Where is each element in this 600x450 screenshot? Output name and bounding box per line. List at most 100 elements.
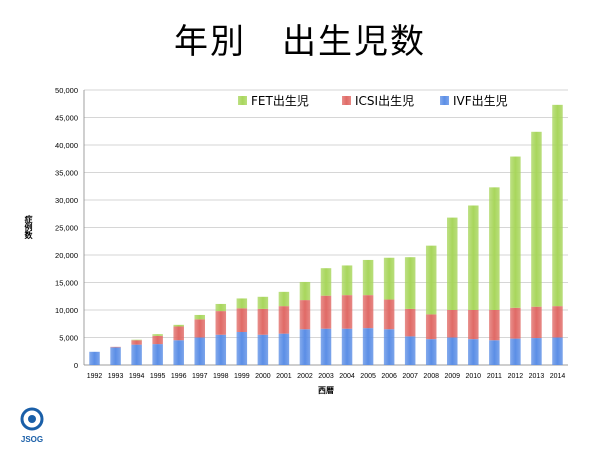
bar-segment-IVF出生児-2008 (425, 339, 437, 365)
x-tick-label: 2000 (255, 373, 271, 380)
y-axis-label: 症例数 (24, 215, 33, 239)
bar-segment-IVF出生児-2013 (531, 338, 542, 365)
x-tick-label: 2001 (276, 373, 292, 380)
bar-segment-IVF出生児-2007 (404, 336, 416, 365)
bar-segment-ICSI出生児-2011 (489, 310, 500, 341)
bar-segment-FET出生児-1998 (215, 303, 227, 312)
bar-segment-IVF出生児-2004 (341, 328, 353, 365)
bar-segment-IVF出生児-2005 (362, 328, 374, 365)
bar-segment-IVF出生児-2011 (489, 340, 500, 365)
y-tick-label: 20,000 (55, 251, 78, 260)
x-tick-label: 1994 (129, 373, 145, 380)
bar-segment-ICSI出生児-2014 (552, 306, 563, 338)
y-tick-label: 45,000 (55, 114, 78, 123)
legend-swatch (342, 96, 351, 105)
y-tick-label: 15,000 (55, 279, 78, 288)
bar-segment-ICSI出生児-1994 (131, 340, 142, 345)
bar-segment-IVF出生児-2010 (468, 339, 479, 365)
bar-segment-FET出生児-1994 (131, 339, 142, 341)
bar-segment-FET出生児-2004 (341, 265, 353, 296)
logo-center-icon (28, 415, 36, 423)
y-tick-label: 5,000 (59, 334, 78, 343)
bar-segment-ICSI出生児-2002 (299, 300, 311, 330)
y-tick-label: 25,000 (55, 224, 78, 233)
x-tick-label: 1999 (234, 373, 250, 380)
x-tick-label: 2012 (508, 373, 524, 380)
bar-segment-ICSI出生児-2006 (383, 299, 395, 330)
bar-segment-ICSI出生児-2005 (362, 295, 374, 329)
bar-segment-ICSI出生児-1998 (215, 311, 227, 335)
x-tick-label: 2008 (423, 373, 439, 380)
bar-segment-ICSI出生児-1999 (236, 308, 248, 332)
x-tick-label: 2004 (339, 373, 355, 380)
bar-segment-ICSI出生児-2004 (341, 295, 353, 329)
logo-text: JSOG (21, 435, 43, 444)
bar-segment-FET出生児-2007 (404, 257, 416, 309)
bar-segment-ICSI出生児-2007 (404, 308, 416, 337)
bar-segment-FET出生児-2013 (531, 131, 542, 307)
jsog-logo: JSOG (20, 407, 44, 444)
bar-segment-ICSI出生児-2009 (447, 310, 458, 338)
bar-segment-FET出生児-2000 (257, 296, 269, 309)
bar-segment-FET出生児-1997 (194, 314, 205, 320)
x-tick-label: 2006 (381, 373, 397, 380)
y-tick-label: 10,000 (55, 306, 78, 315)
bar-segment-ICSI出生児-2000 (257, 308, 269, 335)
bar-segment-IVF出生児-1993 (110, 347, 121, 365)
x-tick-label: 1997 (192, 373, 208, 380)
bar-segment-IVF出生児-1997 (194, 337, 205, 365)
bar-segment-FET出生児-2003 (320, 268, 332, 296)
bar-segment-IVF出生児-1992 (89, 351, 100, 365)
bar-segment-IVF出生児-1998 (215, 334, 227, 365)
bar-segment-FET出生児-2006 (383, 257, 395, 300)
x-tick-label: 2010 (466, 373, 482, 380)
bar-segment-IVF出生児-1994 (131, 344, 142, 365)
bar-segment-FET出生児-1996 (173, 324, 184, 327)
x-axis-label: 西暦 (318, 386, 334, 395)
bar-segment-ICSI出生児-2008 (425, 314, 437, 340)
bar-segment-IVF出生児-1999 (236, 332, 248, 365)
bar-segment-IVF出生児-2009 (447, 337, 458, 365)
bar-segment-IVF出生児-2012 (510, 338, 521, 365)
bar-segment-FET出生児-2005 (362, 259, 374, 296)
slide-title: 年別 出生児数 (174, 22, 426, 62)
x-tick-label: 2011 (487, 373, 502, 380)
x-tick-label: 2013 (529, 373, 545, 380)
x-tick-label: 2005 (360, 373, 376, 380)
bar-segment-FET出生児-2012 (510, 156, 521, 308)
bar-segment-ICSI出生児-1995 (152, 335, 163, 345)
bar-segment-ICSI出生児-2010 (468, 310, 479, 340)
bar-segment-IVF出生児-1996 (173, 340, 184, 365)
bar-segment-FET出生児-2001 (278, 291, 290, 307)
bar-segment-ICSI出生児-1996 (173, 326, 184, 341)
x-tick-label: 1996 (171, 373, 187, 380)
bar-segment-IVF出生児-2014 (552, 337, 563, 365)
y-tick-label: 40,000 (55, 141, 78, 150)
y-tick-label: 30,000 (55, 196, 78, 205)
logo-ring-icon (20, 407, 44, 431)
x-tick-label: 1992 (87, 373, 103, 380)
y-tick-label: 0 (74, 361, 78, 370)
bar-segment-FET出生児-2010 (468, 205, 479, 310)
legend-swatch (238, 96, 247, 105)
bar-segment-ICSI出生児-1993 (110, 346, 121, 348)
bar-segment-ICSI出生児-2001 (278, 306, 290, 334)
x-tick-label: 2002 (297, 373, 313, 380)
bar-segment-ICSI出生児-2003 (320, 295, 332, 329)
bar-segment-ICSI出生児-2012 (510, 307, 521, 339)
bar-segment-FET出生児-2002 (299, 281, 311, 301)
bar-segment-ICSI出生児-2013 (531, 306, 542, 339)
bar-segment-FET出生児-2011 (489, 187, 500, 310)
bar-segment-IVF出生児-2001 (278, 333, 290, 365)
x-tick-label: 2003 (318, 373, 334, 380)
legend-label: FET出生児 (251, 94, 309, 108)
x-tick-label: 2009 (444, 373, 460, 380)
bar-segment-IVF出生児-2002 (299, 329, 311, 365)
legend-label: ICSI出生児 (355, 94, 414, 108)
x-tick-label: 1995 (150, 373, 166, 380)
bar-segment-FET出生児-2008 (425, 245, 437, 315)
x-tick-label: 2007 (402, 373, 418, 380)
legend-swatch (440, 96, 449, 105)
bar-segment-FET出生児-2009 (447, 217, 458, 310)
